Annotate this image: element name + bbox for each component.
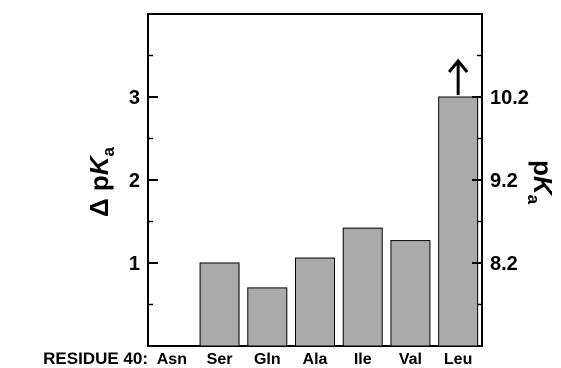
y-axis-label-right: pKa — [524, 160, 558, 205]
left-tick-label: 1 — [129, 253, 140, 275]
x-tick-label-leu: Leu — [444, 351, 472, 368]
bar-ile — [342, 227, 383, 347]
right-tick-label: 9.2 — [490, 170, 518, 192]
left-tick-label: 2 — [129, 170, 140, 192]
y-axis-label-left: Δ pKa — [84, 146, 118, 217]
x-tick-label-asn: Asn — [157, 351, 187, 368]
x-tick-label-ile: Ile — [354, 351, 372, 368]
ticks-group: 1 2 3 8.2 9.2 10.2 — [129, 54, 529, 306]
y-axis-label-right-k: K — [528, 176, 558, 197]
x-tick-labels: Asn Ser Gln Ala Ile Val Leu — [157, 351, 473, 368]
bar-ser — [199, 262, 240, 347]
y-axis-label-left-sub: a — [99, 146, 118, 156]
left-tick-label: 3 — [129, 87, 140, 109]
right-tick-label: 10.2 — [490, 87, 529, 109]
x-tick-label-ala: Ala — [303, 351, 328, 368]
y-axis-label-left-main: Δ p — [84, 175, 114, 217]
bars-group — [199, 58, 479, 347]
y-axis-label-left-k: K — [84, 154, 114, 175]
bar-val — [390, 240, 431, 347]
x-prefix-label: RESIDUE 40: — [43, 349, 148, 368]
y-axis-label-right-main: p — [528, 160, 558, 176]
bar-gln — [247, 287, 288, 347]
right-tick-label: 8.2 — [490, 253, 518, 275]
y-axis-label-right-sub: a — [524, 195, 543, 205]
bar-ala — [295, 257, 335, 347]
x-tick-label-ser: Ser — [207, 351, 233, 368]
bar-leu — [438, 96, 479, 347]
x-tick-label-gln: Gln — [254, 351, 281, 368]
x-tick-label-val: Val — [399, 351, 422, 368]
up-arrow-icon — [447, 58, 469, 95]
